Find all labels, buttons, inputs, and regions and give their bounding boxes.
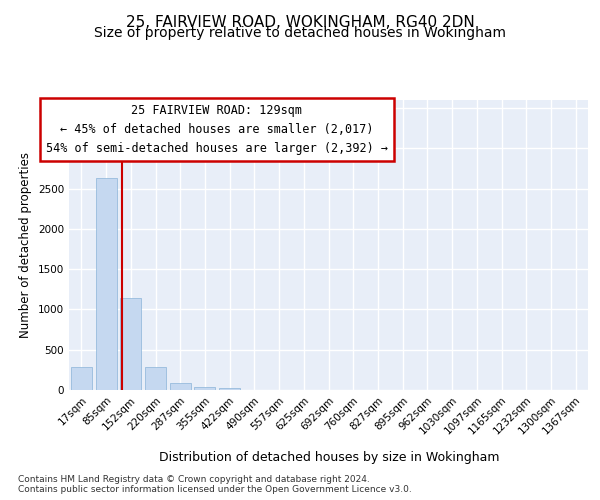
Bar: [194, 387, 215, 390]
Bar: [145, 367, 166, 390]
Text: Distribution of detached houses by size in Wokingham: Distribution of detached houses by size …: [158, 451, 499, 464]
Bar: [120, 298, 141, 390]
Text: Size of property relative to detached houses in Wokingham: Size of property relative to detached ho…: [94, 26, 506, 40]
Bar: [95, 178, 116, 390]
Bar: [170, 383, 191, 390]
Text: Contains public sector information licensed under the Open Government Licence v3: Contains public sector information licen…: [18, 484, 412, 494]
Bar: [71, 367, 92, 390]
Y-axis label: Number of detached properties: Number of detached properties: [19, 152, 32, 338]
Text: Contains HM Land Registry data © Crown copyright and database right 2024.: Contains HM Land Registry data © Crown c…: [18, 474, 370, 484]
Bar: [219, 388, 240, 390]
Text: 25 FAIRVIEW ROAD: 129sqm
← 45% of detached houses are smaller (2,017)
54% of sem: 25 FAIRVIEW ROAD: 129sqm ← 45% of detach…: [46, 104, 388, 156]
Text: 25, FAIRVIEW ROAD, WOKINGHAM, RG40 2DN: 25, FAIRVIEW ROAD, WOKINGHAM, RG40 2DN: [125, 15, 475, 30]
